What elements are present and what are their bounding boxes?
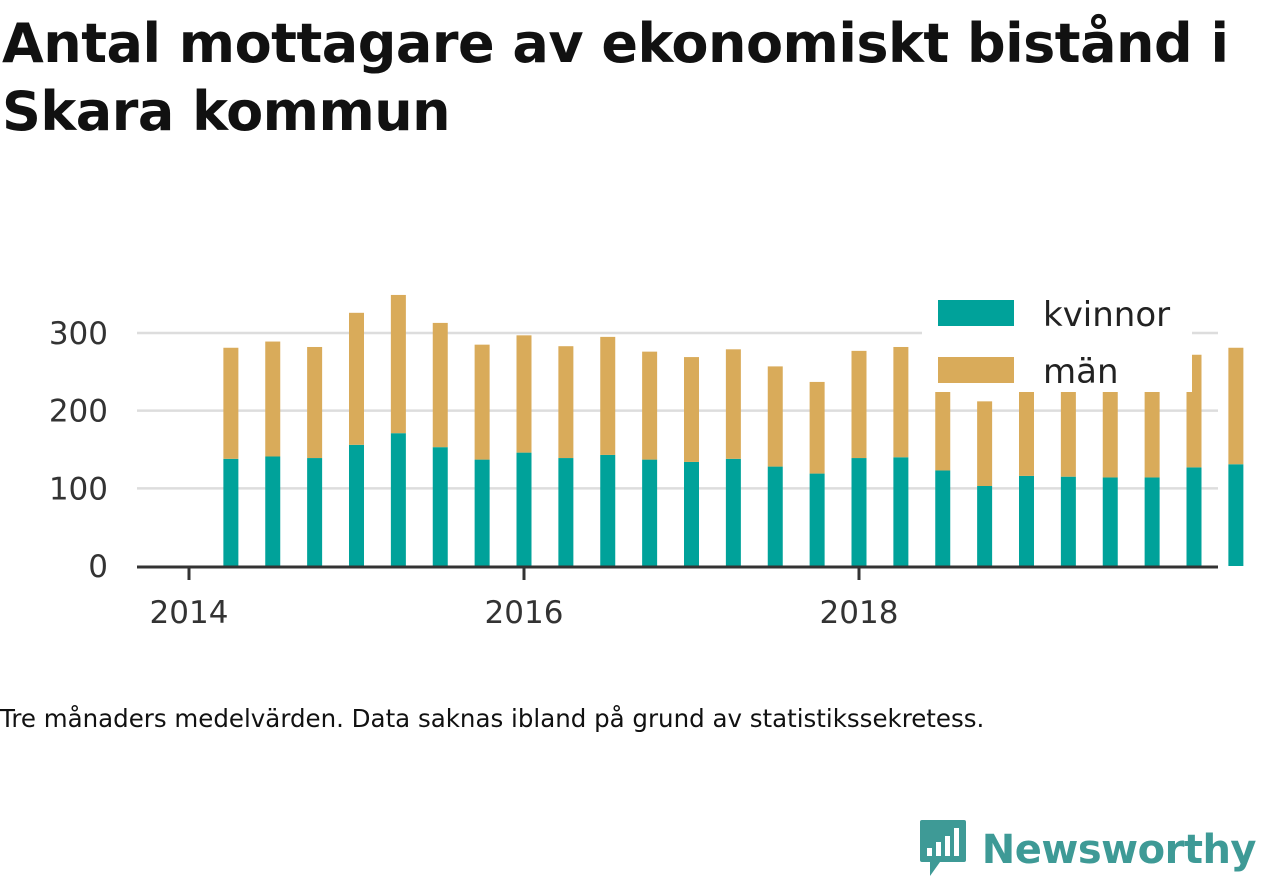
bar-man — [684, 357, 699, 462]
bar-kvinnor — [1102, 477, 1118, 566]
bar-kvinnor — [1186, 467, 1202, 566]
y-tick-label: 200 — [49, 394, 108, 430]
legend-label-kvinnor: kvinnor — [1043, 295, 1170, 335]
bar-man — [1228, 347, 1244, 465]
bar-man — [893, 346, 909, 458]
bar-man — [1144, 383, 1160, 478]
bar-man — [432, 322, 448, 448]
bar-man — [1019, 378, 1034, 476]
bar-kvinnor — [767, 466, 783, 566]
bar-kvinnor — [893, 457, 909, 566]
brand: Newsworthy — [918, 818, 1257, 882]
y-axis-ticks: 0 100 200 300 — [49, 316, 108, 585]
bar-kvinnor — [977, 486, 993, 566]
legend-swatch-man — [938, 357, 1014, 383]
legend-swatch-kvinnor — [938, 300, 1014, 326]
bar-man — [223, 347, 239, 459]
bar-man — [558, 346, 574, 459]
bar-man — [600, 336, 616, 455]
bar-kvinnor — [558, 458, 574, 566]
bar-man — [390, 294, 406, 434]
bar-kvinnor — [725, 458, 741, 566]
bar-kvinnor — [1228, 464, 1244, 566]
bar-kvinnor — [307, 458, 323, 566]
bar-kvinnor — [432, 447, 448, 566]
bar-kvinnor — [935, 470, 951, 566]
bar-kvinnor — [642, 459, 658, 566]
bar-man — [851, 350, 867, 459]
x-tick-label: 2014 — [150, 595, 229, 631]
bar-kvinnor — [349, 444, 364, 566]
bar-kvinnor — [1144, 477, 1160, 566]
newsworthy-logo-icon — [918, 818, 968, 882]
legend-label-man: män — [1043, 352, 1119, 392]
bar-man — [516, 335, 532, 453]
bar-man — [725, 349, 741, 459]
chart-caption: Tre månaders medelvärden. Data saknas ib… — [0, 704, 985, 733]
chart-title: Antal mottagare av ekonomiskt bistånd i … — [2, 12, 1229, 143]
bar-kvinnor — [223, 458, 239, 566]
bars — [223, 294, 1244, 566]
y-tick-label: 0 — [88, 549, 108, 585]
bar-kvinnor — [265, 456, 281, 566]
bar-man — [349, 312, 364, 445]
bar-kvinnor — [474, 459, 490, 566]
bar-kvinnor — [809, 473, 825, 566]
bar-kvinnor — [684, 461, 699, 566]
bar-man — [935, 375, 951, 471]
bar-kvinnor — [600, 454, 616, 566]
bar-man — [1060, 374, 1076, 477]
y-tick-label: 300 — [49, 316, 108, 352]
x-tick-label: 2018 — [820, 595, 899, 631]
bar-man — [474, 344, 490, 460]
bar-kvinnor — [851, 458, 867, 566]
x-axis: 201420162018202120232025 — [137, 565, 1218, 631]
bar-man — [642, 351, 658, 460]
bar-kvinnor — [390, 433, 406, 566]
bar-kvinnor — [1019, 475, 1034, 566]
bar-kvinnor — [516, 452, 532, 566]
bar-man — [977, 401, 993, 487]
x-tick-label: 2016 — [485, 595, 564, 631]
bar-kvinnor — [1060, 476, 1076, 566]
y-tick-label: 100 — [49, 471, 108, 507]
legend: kvinnor män — [922, 282, 1192, 392]
bar-man — [1102, 381, 1118, 478]
bar-man — [767, 366, 783, 467]
bar-man — [307, 346, 323, 459]
bar-man — [265, 341, 281, 457]
brand-name: Newsworthy — [981, 827, 1257, 873]
bar-man — [809, 381, 825, 474]
